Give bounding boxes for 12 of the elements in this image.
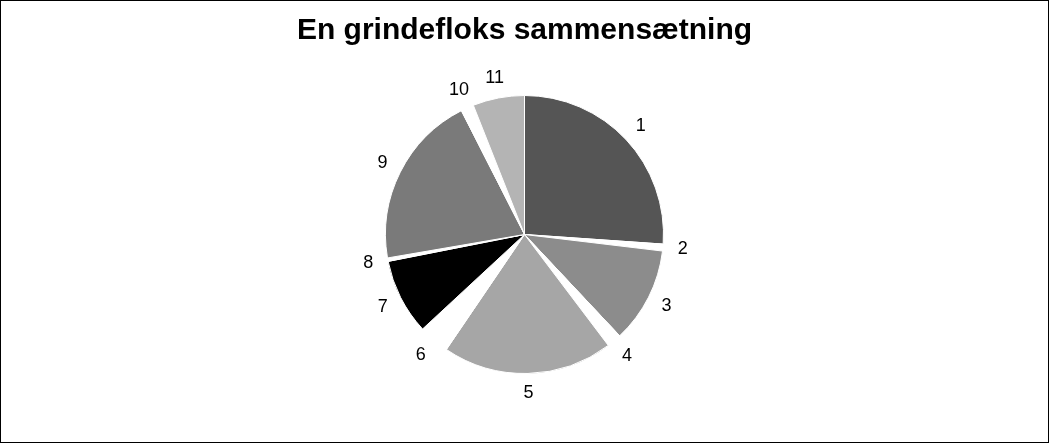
slice-label: 6 — [415, 344, 426, 365]
slice-label: 8 — [363, 252, 374, 273]
slice-label: 11 — [485, 67, 505, 88]
slice-label: 2 — [677, 238, 688, 259]
slice-label: 10 — [449, 78, 470, 99]
slice-label: 1 — [635, 114, 646, 135]
slice-label: 5 — [523, 382, 534, 403]
slice-label: 9 — [377, 152, 388, 173]
chart-title: En grindefloks sammensætning — [296, 12, 753, 46]
slice-label: 7 — [377, 295, 388, 316]
slice-label: 3 — [661, 295, 672, 316]
slice-label: 4 — [621, 345, 633, 366]
